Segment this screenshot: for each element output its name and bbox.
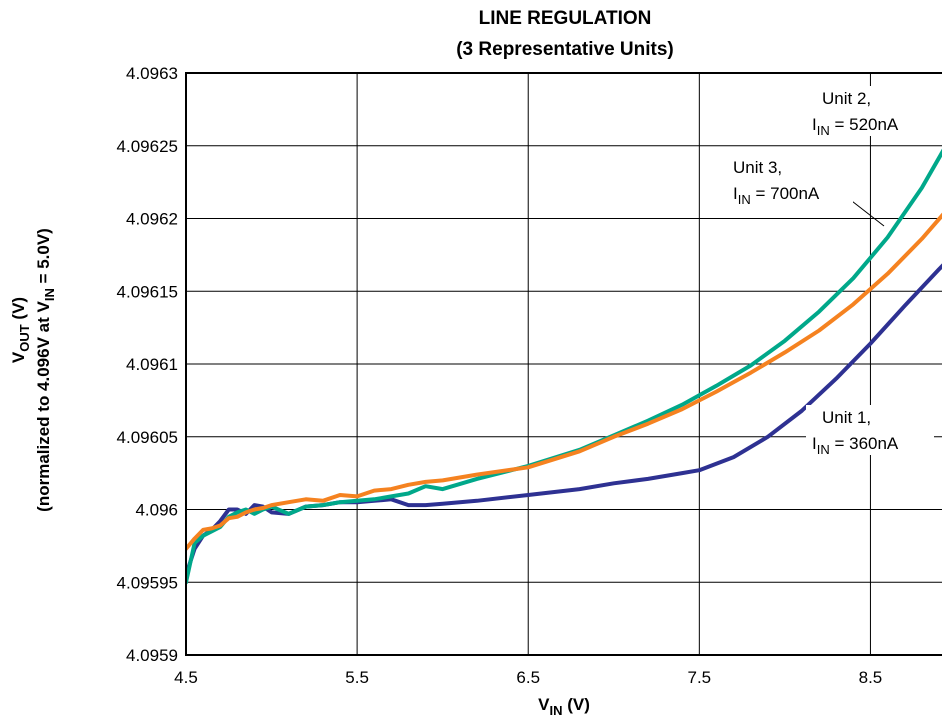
grid <box>185 72 942 656</box>
series-line-unit-1 <box>186 263 942 577</box>
y-tick-label: 4.09615 <box>117 282 178 301</box>
chart-title-line1: LINE REGULATION <box>479 8 652 29</box>
y-tick-label: 4.0963 <box>126 64 178 83</box>
unit3-leader-line <box>847 197 885 227</box>
x-tick-labels: 4.5 5.5 6.5 7.5 8.5 <box>174 668 882 687</box>
unit2-annotation-line2: IIN = 520nA <box>812 115 899 138</box>
y-tick-label: 4.0961 <box>126 355 178 374</box>
unit1-annotation-line1: Unit 1, <box>822 408 871 427</box>
series-lines <box>186 148 942 585</box>
unit1-annotation-line2: IIN = 360nA <box>812 434 899 457</box>
unit2-annotation-line1: Unit 2, <box>822 89 871 108</box>
unit3-annotation-bg <box>725 155 853 205</box>
series-line-unit-3 <box>186 212 942 551</box>
x-tick-label: 8.5 <box>859 668 883 687</box>
x-tick-label: 5.5 <box>345 668 369 687</box>
y-axis-label-normalization: (normalized to 4.096V at VIN = 5.0V) <box>34 228 57 512</box>
y-tick-labels: 4.0959 4.09595 4.096 4.09605 4.0961 4.09615 4.… <box>117 64 178 665</box>
x-axis-label: VIN (V) <box>538 695 590 718</box>
unit3-annotation-line2: IIN = 700nA <box>733 184 820 207</box>
unit2-annotation-bg <box>806 86 934 136</box>
y-tick-label: 4.096 <box>135 501 178 520</box>
y-tick-label: 4.09605 <box>117 428 178 447</box>
y-tick-label: 4.09595 <box>117 573 178 592</box>
x-tick-label: 7.5 <box>688 668 712 687</box>
unit1-annotation-bg <box>806 405 934 455</box>
x-tick-label: 4.5 <box>174 668 198 687</box>
x-tick-label: 6.5 <box>516 668 540 687</box>
y-axis-label: VOUT (V) <box>9 297 32 363</box>
chart-title-line2: (3 Representative Units) <box>456 39 674 60</box>
y-tick-label: 4.0962 <box>126 210 178 229</box>
y-tick-label: 4.09625 <box>117 137 178 156</box>
series-line-unit-2 <box>186 148 942 585</box>
unit3-annotation-line1: Unit 3, <box>733 158 782 177</box>
y-tick-label: 4.0959 <box>126 646 178 665</box>
plot-frame <box>185 72 942 656</box>
